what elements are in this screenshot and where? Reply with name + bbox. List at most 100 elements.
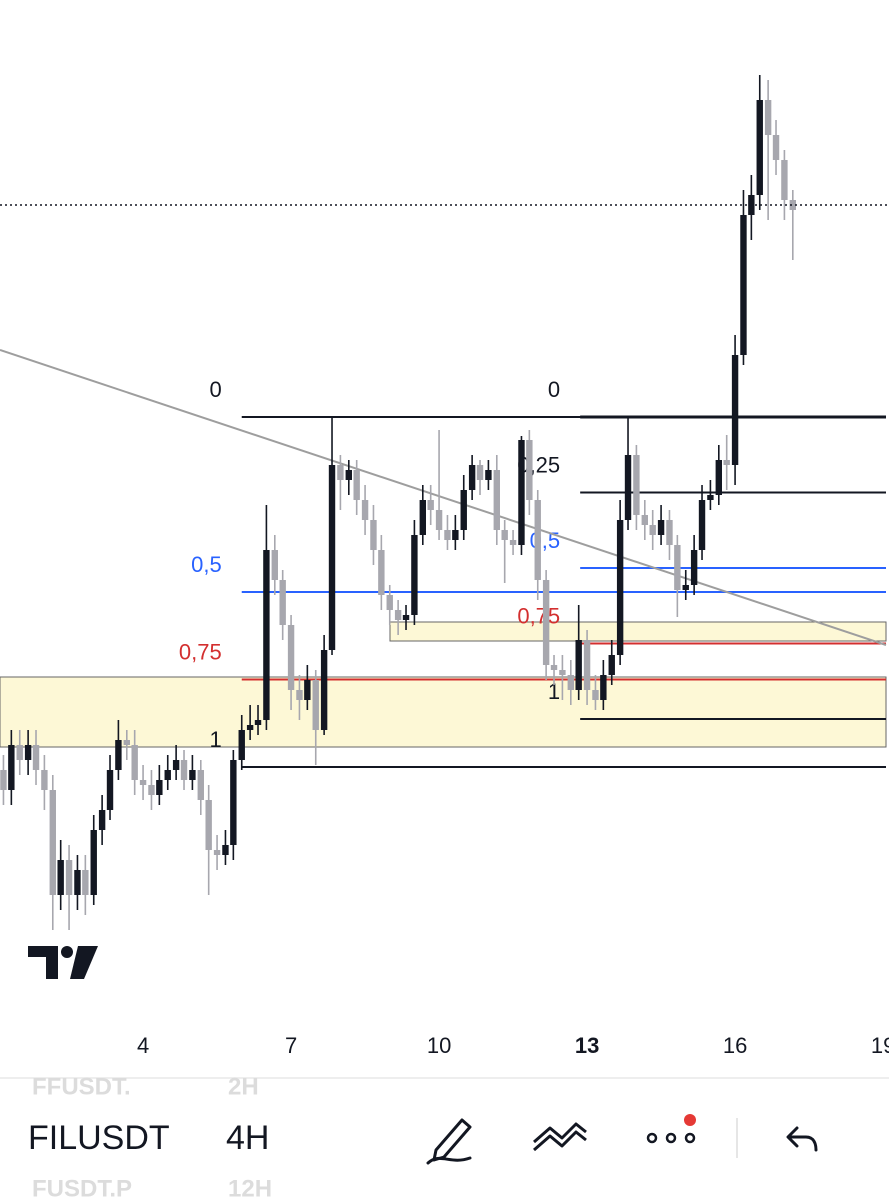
candle-body xyxy=(402,615,410,620)
candle-body xyxy=(24,745,32,760)
fib-level-label: 0,5 xyxy=(191,552,222,577)
candle xyxy=(156,765,163,805)
candle xyxy=(337,455,344,510)
fib-level-label: 0,75 xyxy=(517,603,560,628)
candle-body xyxy=(131,745,138,780)
fib-level-label: 0,75 xyxy=(179,639,222,664)
candle-body xyxy=(82,870,89,895)
draw-button[interactable] xyxy=(426,1118,472,1165)
patterns-button[interactable] xyxy=(533,1122,587,1152)
candle-body xyxy=(296,690,303,700)
candle xyxy=(361,485,369,535)
candle-body xyxy=(156,780,163,795)
candle xyxy=(106,755,114,820)
candle-body xyxy=(57,860,64,895)
candle xyxy=(781,150,788,220)
candle-body xyxy=(550,665,558,670)
candle xyxy=(49,775,56,930)
candle-body xyxy=(649,525,656,535)
candle xyxy=(674,535,681,617)
candle xyxy=(90,815,97,905)
x-tick-label: 19 xyxy=(871,1033,889,1058)
more-button[interactable] xyxy=(646,1132,696,1144)
candle-body xyxy=(468,465,476,490)
candle xyxy=(452,515,459,550)
candle-body xyxy=(254,720,262,725)
candle xyxy=(287,615,295,710)
undo-button[interactable] xyxy=(786,1126,818,1152)
tv-logo xyxy=(28,946,98,979)
candle-body xyxy=(222,845,229,855)
candle xyxy=(427,485,434,525)
interval[interactable]: 4H xyxy=(226,1119,269,1157)
candle-body xyxy=(65,860,73,895)
candle xyxy=(501,520,508,583)
candle-body xyxy=(682,585,689,590)
fib-level-label: 1 xyxy=(209,727,221,752)
candle-body xyxy=(246,725,254,730)
candle-body xyxy=(361,500,369,520)
candle xyxy=(172,745,180,780)
candle xyxy=(254,705,262,735)
candle-body xyxy=(592,690,599,700)
interval-option[interactable]: 2H xyxy=(228,1073,259,1100)
zone-rect xyxy=(389,621,887,642)
candle-body xyxy=(106,770,114,810)
candle-body xyxy=(772,135,780,160)
candle-body xyxy=(328,465,336,650)
interval-option[interactable]: 12H xyxy=(228,1175,272,1199)
candle xyxy=(682,570,689,600)
candle-body xyxy=(764,100,772,135)
candle-body xyxy=(320,650,328,730)
symbol-option[interactable]: FFUSDT. xyxy=(32,1073,131,1100)
candle xyxy=(328,418,336,655)
candle-body xyxy=(731,355,739,465)
candle-body xyxy=(263,550,270,720)
candle xyxy=(353,460,360,515)
x-tick-label: 16 xyxy=(723,1033,747,1058)
candle-body xyxy=(304,680,311,700)
candle xyxy=(485,460,492,490)
candle xyxy=(476,460,484,495)
fib-level-label: 0 xyxy=(548,377,560,402)
candle-body xyxy=(641,515,648,525)
candle xyxy=(764,80,772,220)
candle xyxy=(550,655,558,685)
candle xyxy=(115,720,122,780)
candle-body xyxy=(49,790,56,895)
candle xyxy=(98,795,106,845)
candle xyxy=(271,535,278,595)
x-axis: 4 7 10 13 16 19 xyxy=(137,1033,889,1058)
candle xyxy=(304,665,311,710)
symbol[interactable]: FILUSDT xyxy=(28,1119,170,1157)
candle xyxy=(468,455,476,500)
candle xyxy=(518,436,525,555)
candle-body xyxy=(444,530,451,540)
candle xyxy=(263,505,270,730)
candle-body xyxy=(575,640,582,690)
candle xyxy=(715,445,722,505)
x-tick-label: 10 xyxy=(427,1033,451,1058)
notification-dot xyxy=(684,1114,696,1126)
candle-body xyxy=(526,440,533,500)
candle-body xyxy=(123,740,130,745)
candle xyxy=(123,730,130,760)
candle-body xyxy=(715,460,722,495)
candle xyxy=(567,660,574,705)
candle-body xyxy=(0,770,7,790)
candle-body xyxy=(16,745,23,760)
candle xyxy=(509,530,517,555)
zone-rect xyxy=(0,676,887,748)
candle-body xyxy=(583,640,591,690)
candle-body xyxy=(493,470,500,530)
candle xyxy=(526,430,533,515)
candle xyxy=(386,585,393,625)
candle-body xyxy=(345,470,352,480)
candle xyxy=(534,490,541,600)
candle xyxy=(616,500,624,665)
candle-body xyxy=(32,745,40,770)
symbol-option[interactable]: FUSDT.P xyxy=(32,1175,132,1199)
candle-body xyxy=(74,870,81,895)
candle xyxy=(435,430,443,540)
candle-body xyxy=(41,770,48,790)
